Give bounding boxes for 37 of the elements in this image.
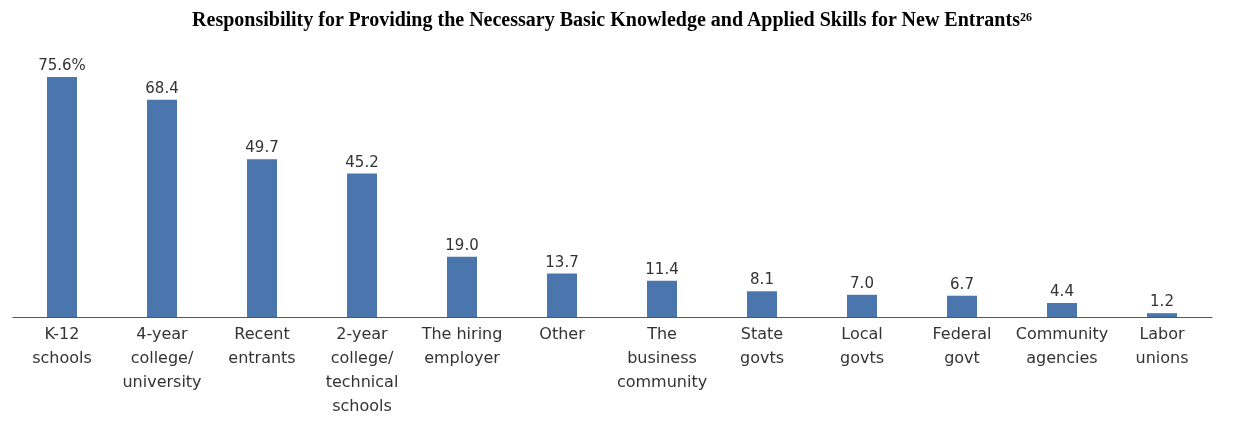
- data-label: 49.7: [245, 138, 279, 157]
- chart-title: Responsibility for Providing the Necessary Basic Knowledge and Applied Skills for New Entrants²⁶: [192, 8, 1032, 31]
- bar: [547, 273, 577, 317]
- x-tick-label: State govts: [739, 323, 785, 367]
- x-tick-label: Recent entrants: [228, 323, 296, 367]
- x-tick-label: K-12 schools: [32, 323, 92, 367]
- bar: [647, 280, 677, 317]
- data-label: 7.0: [850, 273, 874, 292]
- x-tick-label: Federal govt: [932, 323, 992, 367]
- data-label: 13.7: [545, 252, 579, 271]
- bar: [47, 77, 77, 317]
- bar: [247, 159, 277, 317]
- x-tick-label: 2-year college/technical schools: [325, 323, 399, 415]
- data-label: 68.4: [145, 78, 179, 97]
- bar: [1147, 313, 1177, 317]
- bar: [447, 256, 477, 317]
- data-label: 19.0: [445, 235, 479, 254]
- data-label: 75.6%: [38, 56, 86, 74]
- data-label: 4.4: [1050, 282, 1074, 301]
- data-label: 8.1: [750, 270, 774, 289]
- data-label: 11.4: [645, 259, 679, 278]
- x-tick-label: Labor unions: [1135, 323, 1189, 367]
- x-tick-label: Other: [539, 323, 586, 343]
- x-tick-label: The hiring employer: [420, 323, 503, 367]
- bar: [147, 99, 177, 317]
- bar: [947, 295, 977, 317]
- data-label: 1.2: [1150, 292, 1174, 311]
- x-tick-label: Local govts: [839, 323, 885, 367]
- x-tick-label: Community agencies: [1015, 323, 1109, 367]
- data-label: 6.7: [950, 274, 974, 293]
- data-label: 45.2: [345, 152, 379, 171]
- x-tick-label: The business community: [616, 323, 708, 391]
- bar: [747, 291, 777, 317]
- bar: [847, 294, 877, 317]
- bar: [1047, 303, 1077, 317]
- x-tick-label: 4-year college/university: [122, 323, 202, 391]
- bar: [347, 173, 377, 317]
